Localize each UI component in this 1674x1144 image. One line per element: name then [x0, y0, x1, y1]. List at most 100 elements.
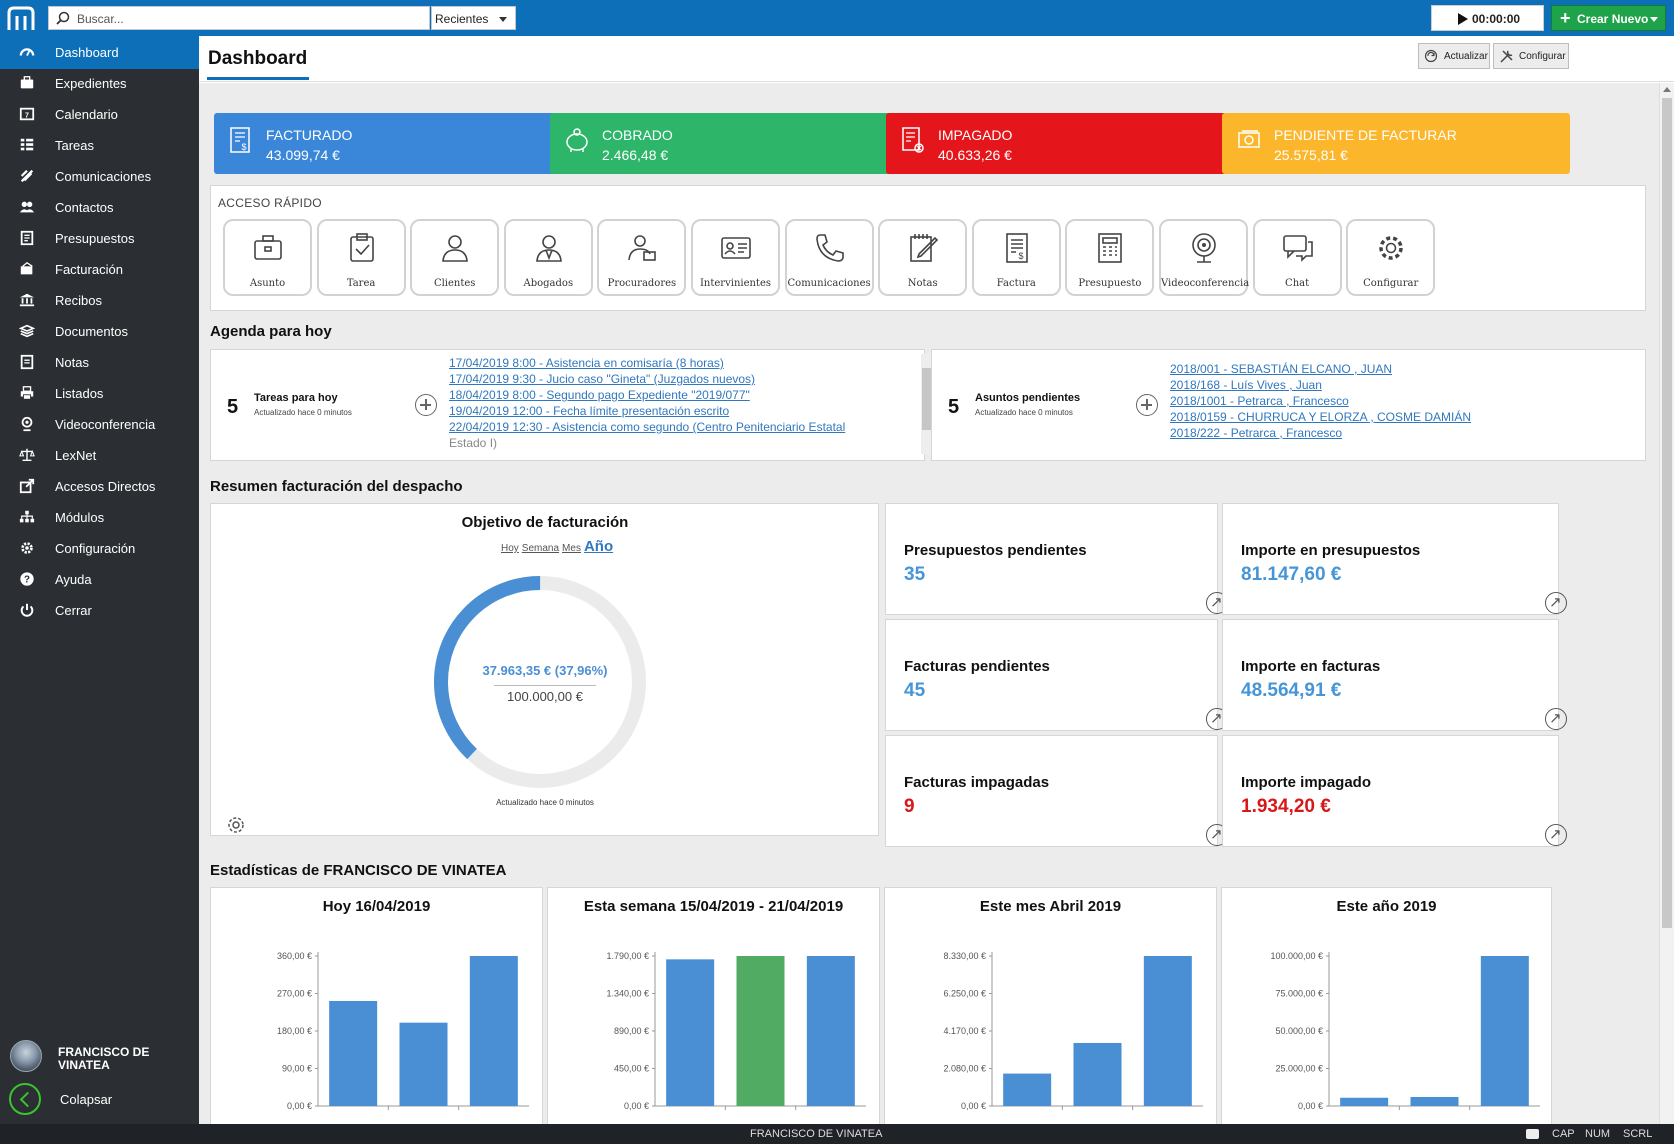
user-profile[interactable]: FRANCISCO DE VINATEA: [0, 1038, 199, 1088]
filter-month[interactable]: Mes: [562, 543, 581, 554]
sidebar-item-7[interactable]: Facturación: [0, 253, 199, 286]
open-arrow-icon[interactable]: [1545, 592, 1567, 614]
create-new-label: Crear Nuevo: [1577, 12, 1649, 26]
billing-tile[interactable]: Importe en presupuestos 81.147,60 €: [1222, 503, 1567, 615]
sidebar-item-label: Notas: [55, 355, 89, 370]
collected-card[interactable]: COBRADO 2.466,48 €: [550, 113, 898, 174]
quick-comunicaciones-button[interactable]: Comunicaciones: [784, 219, 874, 296]
quick-abogados-button[interactable]: Abogados: [503, 219, 593, 296]
quick-chat-button[interactable]: Chat: [1252, 219, 1342, 296]
chart-title: Este mes Abril 2019: [979, 898, 1122, 915]
bar-actual: [329, 1001, 378, 1106]
add-task-plus-icon[interactable]: [415, 394, 437, 416]
card-value: 25.575,81 €: [1274, 147, 1348, 163]
filter-week[interactable]: Semana: [521, 543, 560, 554]
quick-asunto-button[interactable]: Asunto: [223, 219, 312, 296]
quick-button-label: Configurar: [1363, 278, 1419, 289]
sidebar-item-1[interactable]: Expedientes: [0, 67, 199, 100]
avatar: [10, 1040, 42, 1072]
quick-tarea-button[interactable]: Tarea: [316, 219, 406, 296]
bar-esperado: [736, 956, 785, 1106]
y-tick-label: 890,00 €: [614, 1026, 649, 1036]
sidebar-item-15[interactable]: Módulos: [0, 501, 199, 534]
sidebar-item-label: Ayuda: [55, 572, 92, 587]
matter-link[interactable]: 2018/222 - Petrarca , Francesco: [1170, 426, 1343, 440]
task-link[interactable]: 17/04/2019 8:00 - Asistencia en comisarí…: [449, 356, 724, 370]
refresh-button[interactable]: Actualizar: [1418, 43, 1490, 69]
quick-notas-button[interactable]: Notas: [878, 219, 968, 296]
chart-title: Esta semana 15/04/2019 - 21/04/2019: [583, 898, 844, 915]
quick-button-label: Videoconferencia: [1161, 278, 1250, 289]
task-link[interactable]: 17/04/2019 9:30 - Jucio caso "Gineta" (J…: [449, 372, 756, 386]
billing-tile[interactable]: Facturas pendientes 45: [885, 619, 1228, 731]
quick-intervinientes-button[interactable]: Intervinientes: [691, 219, 780, 296]
quick-configurar-button[interactable]: Configurar: [1346, 219, 1436, 296]
sidebar-item-12[interactable]: Videoconferencia: [0, 408, 199, 441]
filter-today[interactable]: Hoy: [501, 543, 519, 554]
sidebar-item-8[interactable]: Recibos: [0, 284, 199, 317]
unpaid-card[interactable]: IMPAGADO 40.633,26 €: [886, 113, 1234, 174]
sidebar-item-3[interactable]: Tareas: [0, 129, 199, 162]
main-scrollbar[interactable]: [1659, 83, 1674, 1124]
billing-tile[interactable]: Importe impagado 1.934,20 €: [1222, 735, 1567, 847]
app-logo-icon[interactable]: [6, 4, 36, 32]
billing-tile[interactable]: Facturas impagadas 9: [885, 735, 1228, 847]
matter-link[interactable]: 2018/001 - SEBASTIÁN ELCANO , JUAN: [1170, 362, 1393, 376]
card-label: FACTURADO: [266, 127, 353, 143]
dashboard-content: $ FACTURADO 43.099,74 € COBRADO 2.466,48 € IM…: [199, 83, 1659, 1124]
open-arrow-icon[interactable]: [1545, 824, 1567, 846]
billing-tile[interactable]: Importe en facturas 48.564,91 €: [1222, 619, 1567, 731]
add-matter-plus-icon[interactable]: [1136, 394, 1158, 416]
sidebar-item-13[interactable]: LexNet: [0, 439, 199, 472]
refresh-icon: [1424, 49, 1438, 63]
create-new-button[interactable]: + Crear Nuevo: [1551, 5, 1666, 31]
sidebar-item-9[interactable]: Documentos: [0, 315, 199, 348]
cap-indicator: CAP: [1552, 1128, 1575, 1140]
configure-button[interactable]: Configurar: [1493, 43, 1569, 69]
sidebar-item-0[interactable]: Dashboard: [0, 36, 199, 69]
quick-factura-button[interactable]: $ Factura: [971, 219, 1061, 296]
matter-link[interactable]: 2018/1001 - Petrarca , Francesco: [1170, 394, 1349, 408]
sidebar-item-6[interactable]: Presupuestos: [0, 222, 199, 255]
quick-presupuesto-button[interactable]: Presupuesto: [1065, 219, 1155, 296]
sidebar-item-17[interactable]: ? Ayuda: [0, 563, 199, 596]
piggy-bank-icon: [566, 128, 588, 152]
task-link[interactable]: 19/04/2019 12:00 - Fecha límite presenta…: [449, 404, 730, 418]
sidebar-item-4[interactable]: Comunicaciones: [0, 160, 199, 193]
period-filters: Hoy Semana Mes Año: [501, 538, 616, 555]
task-link[interactable]: 22/04/2019 12:30 - Asistencia como segun…: [449, 420, 846, 434]
matters-title: Asuntos pendientes: [975, 392, 1081, 404]
sidebar-item-18[interactable]: Cerrar: [0, 594, 199, 627]
open-arrow-icon[interactable]: [1545, 708, 1567, 730]
search-input[interactable]: Buscar...: [48, 6, 430, 30]
pending-billing-card[interactable]: PENDIENTE DE FACTURAR 25.575,81 €: [1222, 113, 1570, 174]
quick-clientes-button[interactable]: Clientes: [410, 219, 500, 296]
gear-icon[interactable]: [225, 814, 247, 836]
invoice-dollar-icon: $: [230, 127, 250, 153]
sidebar-item-11[interactable]: Listados: [0, 377, 199, 410]
chart-title: Hoy 16/04/2019: [322, 898, 431, 915]
collapse-button[interactable]: Colapsar: [0, 1080, 199, 1120]
scrollbar-thumb[interactable]: [1662, 98, 1672, 928]
task-link[interactable]: 18/04/2019 8:00 - Segundo pago Expedient…: [449, 388, 750, 402]
recent-dropdown[interactable]: Recientes: [431, 6, 516, 30]
sidebar-item-14[interactable]: Accesos Directos: [0, 470, 199, 503]
sidebar-item-5[interactable]: Contactos: [0, 191, 199, 224]
sidebar-item-16[interactable]: Configuración: [0, 532, 199, 565]
quick-procuradores-button[interactable]: Procuradores: [597, 219, 687, 296]
matter-link[interactable]: 2018/168 - Luís Vives , Juan: [1170, 378, 1322, 392]
invoice-icon: $: [1005, 233, 1028, 263]
filter-year[interactable]: Año: [583, 538, 614, 555]
chat-icon[interactable]: [1526, 1129, 1539, 1139]
sidebar-item-10[interactable]: Notas: [0, 346, 199, 379]
sidebar-item-2[interactable]: 7 Calendario: [0, 98, 199, 131]
tile-value: 81.147,60 €: [1241, 564, 1342, 585]
quick-videoconferencia-button[interactable]: Videoconferencia: [1159, 219, 1250, 296]
matter-link[interactable]: 2018/0159 - CHURRUCA Y ELORZA , COSME DA…: [1170, 410, 1471, 424]
billing-tile[interactable]: Presupuestos pendientes 35: [885, 503, 1228, 615]
y-tick-label: 450,00 €: [614, 1064, 649, 1074]
timer-button[interactable]: 00:00:00: [1431, 5, 1544, 31]
scroll-up-icon[interactable]: [1663, 87, 1671, 92]
billed-card[interactable]: $ FACTURADO 43.099,74 €: [214, 113, 562, 174]
quick-button-label: Abogados: [523, 278, 574, 289]
